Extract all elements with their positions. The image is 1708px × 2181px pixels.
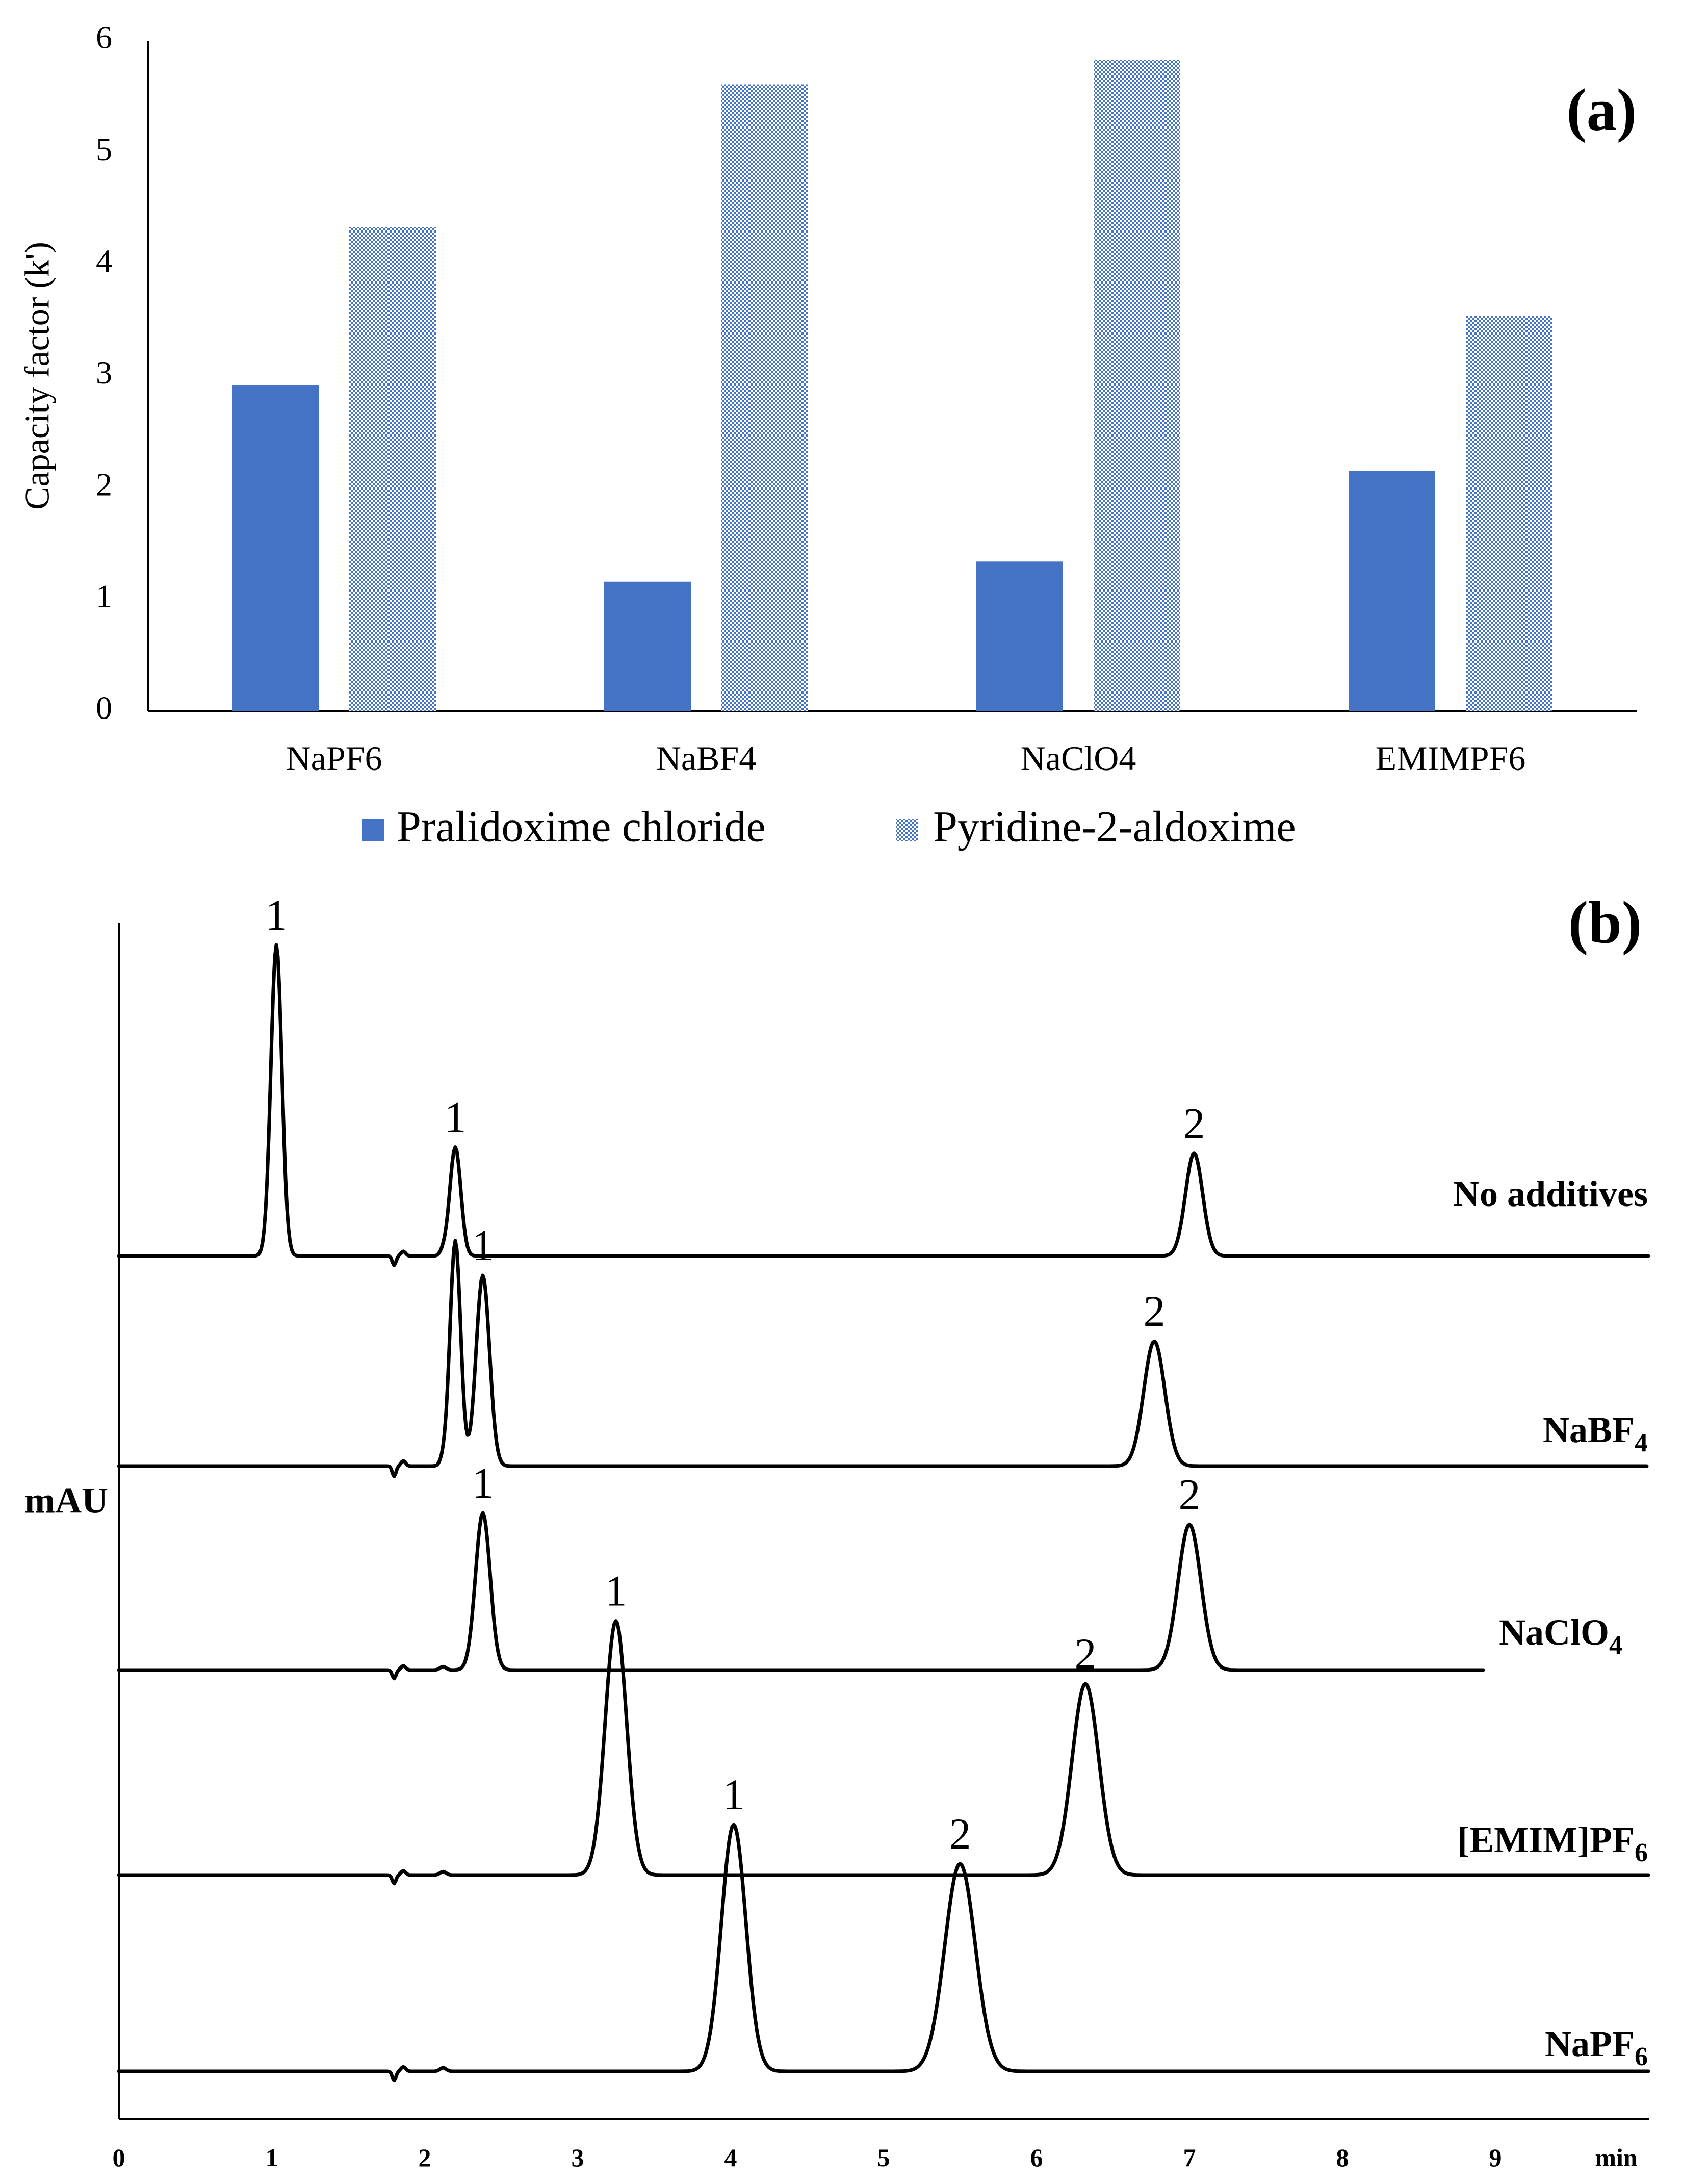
y-tick-label: 3	[96, 354, 112, 391]
trace-label-napf6-text: NaPF6	[1545, 2023, 1648, 2071]
trace-napf6	[117, 1823, 1650, 2083]
panel-b-label: (b)	[1568, 889, 1642, 956]
peak-labels: 1 1 2 1 2 1 2 1 2 1 2	[266, 890, 1205, 1858]
time-tick-label: 7	[1183, 2143, 1196, 2172]
trace-naclo4	[117, 1511, 1485, 1681]
peak-label: 2	[1144, 1287, 1166, 1336]
time-tick-label: 3	[572, 2143, 584, 2172]
y-axis-label: Capacity factor (k')	[18, 242, 57, 510]
panel-a-label: (a)	[1566, 76, 1637, 143]
time-tick-label: 4	[724, 2143, 737, 2172]
y-tick-label: 4	[96, 243, 112, 279]
bar-pralidoxime-nabf4	[604, 581, 691, 711]
time-tick-label: 1	[266, 2143, 278, 2172]
bar-group	[232, 60, 1552, 712]
category-label: NaBF4	[656, 739, 756, 778]
peak-label: 1	[472, 1458, 494, 1507]
x-axis-label-min: min	[1595, 2143, 1638, 2172]
category-label: NaPF6	[286, 739, 382, 778]
time-tick-label: 2	[419, 2143, 431, 2172]
y-axis-label-mau: mAU	[24, 1480, 108, 1521]
time-tick-labels: 0 1 2 3 4 5 6 7 8 9	[113, 2143, 1502, 2172]
time-tick-label: 8	[1336, 2143, 1349, 2172]
peak-label: 2	[1075, 1629, 1097, 1678]
bar-pralidoxime-napf6	[232, 385, 319, 711]
trace-label-emimpf6-text: [EMIM]PF6	[1457, 1819, 1648, 1867]
chromatogram-panel: 0 1 2 3 4 5 6 7 8 9 1 1 2 1 2 1 2 1 2 1 2 mAU min (b) No ad…	[24, 889, 1650, 2172]
legend: Pralidoxime chloride Pyridine-2-aldoxime	[362, 802, 1296, 851]
bar-pyridine-naclo4	[1094, 60, 1180, 712]
category-label: NaClO4	[1021, 739, 1136, 778]
bar-pralidoxime-emimpf6	[1349, 471, 1435, 711]
time-tick-label: 0	[113, 2143, 125, 2172]
y-tick-label: 5	[96, 131, 112, 167]
trace--emim-pf6	[117, 1619, 1650, 1886]
peak-label: 1	[266, 890, 288, 939]
bar-pralidoxime-naclo4	[976, 561, 1063, 711]
trace-no-additives	[117, 943, 1650, 1267]
peak-label: 1	[472, 1221, 494, 1270]
bar-chart-panel: 0 1 2 3 4 5 6 NaPF6 NaBF4 NaClO4 EMIMPF6 Capacity…	[18, 19, 1637, 851]
category-labels: NaPF6 NaBF4 NaClO4 EMIMPF6	[286, 739, 1526, 778]
legend-label-pralidoxime: Pralidoxime chloride	[397, 802, 766, 851]
trace-label-nabf4: NaBF4	[1543, 1409, 1648, 1457]
legend-label-pyridine: Pyridine-2-aldoxime	[933, 802, 1296, 851]
trace-label-naclo4-text: NaClO4	[1499, 1612, 1622, 1660]
time-tick-label: 6	[1030, 2143, 1043, 2172]
y-tick-labels: 0 1 2 3 4 5 6	[96, 19, 112, 726]
trace-nabf4	[117, 1239, 1649, 1478]
trace-label-nabf4-text: NaBF4	[1543, 1409, 1648, 1457]
y-tick-label: 2	[96, 466, 112, 502]
trace-label-napf6: NaPF6	[1545, 2023, 1648, 2071]
legend-swatch-pyridine	[896, 819, 918, 841]
bar-pyridine-emimpf6	[1466, 316, 1552, 711]
peak-label: 1	[605, 1567, 627, 1615]
peak-label: 2	[1179, 1470, 1201, 1519]
trace-label-emimpf6: [EMIM]PF6	[1457, 1819, 1648, 1867]
trace-label-no-additives: No additives	[1453, 1173, 1648, 1214]
peak-label: 2	[1183, 1099, 1205, 1148]
chromatogram-traces	[117, 943, 1650, 2083]
peak-label: 2	[949, 1809, 971, 1858]
legend-swatch-pralidoxime	[362, 819, 384, 841]
category-label: EMIMPF6	[1376, 739, 1526, 778]
y-tick-label: 0	[96, 690, 112, 726]
y-tick-label: 1	[96, 578, 112, 614]
time-tick-label: 5	[877, 2143, 890, 2172]
y-tick-label: 6	[96, 19, 112, 56]
peak-label: 1	[723, 1770, 745, 1819]
bar-pyridine-napf6	[349, 227, 436, 712]
bar-pyridine-nabf4	[721, 84, 808, 712]
trace-label-naclo4: NaClO4	[1499, 1612, 1622, 1660]
peak-label: 1	[445, 1093, 467, 1142]
time-tick-label: 9	[1489, 2143, 1502, 2172]
